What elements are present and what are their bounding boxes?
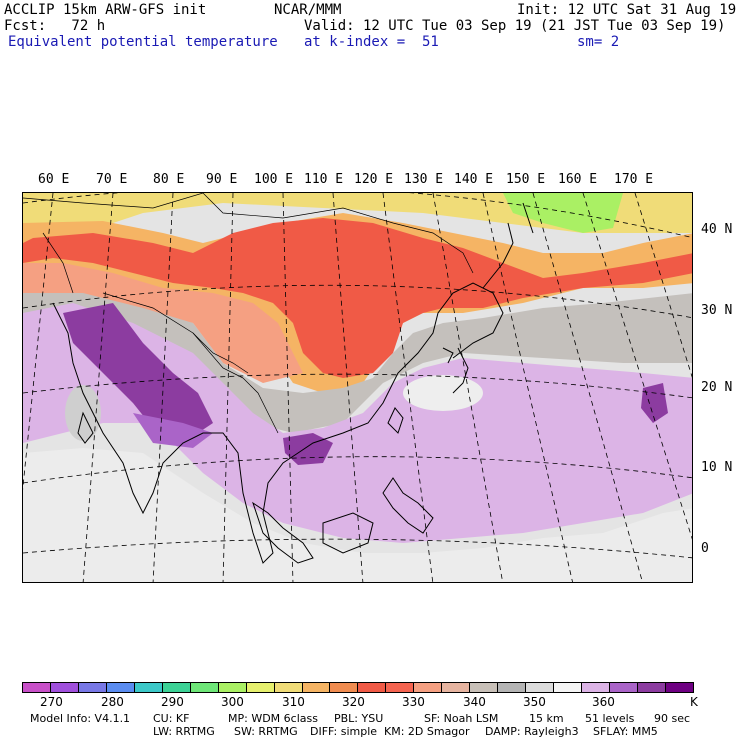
colorbar-label: 290 [161, 695, 184, 709]
header-forecast-hour: Fcst: 72 h [4, 18, 106, 34]
colorbar-swatch [23, 683, 51, 692]
header-smoothing: sm= 2 [577, 34, 620, 50]
field-band-350 [23, 293, 692, 433]
lon-label: 130 E [404, 172, 444, 187]
field-band-340 [23, 218, 692, 378]
colorbar-label: 360 [592, 695, 615, 709]
lon-label: 90 E [206, 172, 238, 187]
footer-model-info: Model Info: V4.1.1 [30, 712, 131, 725]
colorbar-label: 340 [463, 695, 486, 709]
footer-damp: DAMP: Rayleigh3 [485, 725, 579, 738]
colorbar-swatch [637, 683, 666, 692]
colorbar-label: 320 [342, 695, 365, 709]
colorbar-swatch [190, 683, 219, 692]
footer-mp: MP: WDM 6class [228, 712, 318, 725]
header-valid-time: Valid: 12 UTC Tue 03 Sep 19 (21 JST Tue … [304, 18, 726, 34]
map-panel [22, 192, 693, 583]
colorbar-swatch [78, 683, 107, 692]
footer-levels: 51 levels [585, 712, 635, 725]
colorbar-swatch [498, 683, 527, 692]
colorbar-label: 330 [402, 695, 425, 709]
footer-km: KM: 2D Smagor [384, 725, 470, 738]
colorbar-swatch [386, 683, 415, 692]
footer-resolution: 15 km [529, 712, 564, 725]
colorbar-swatch [330, 683, 359, 692]
colorbar-label: 300 [221, 695, 244, 709]
graticule [23, 193, 692, 582]
colorbar-swatch [218, 683, 247, 692]
field-blob [403, 375, 483, 411]
colorbar-swatch [50, 683, 79, 692]
colorbar-unit: K [690, 695, 698, 709]
lon-label: 140 E [454, 172, 494, 187]
colorbar-swatch [526, 683, 555, 692]
coastlines [52, 202, 534, 564]
colorbar-swatch [470, 683, 499, 692]
colorbar-swatch [162, 683, 191, 692]
lon-label: 150 E [506, 172, 546, 187]
field-band-355 [23, 448, 692, 582]
colorbar-swatch [582, 683, 611, 692]
header-level: at k-index = 51 [304, 34, 439, 50]
header-field-name: Equivalent potential temperature [8, 34, 278, 50]
field-band-362 [133, 413, 213, 448]
colorbar-label: 350 [523, 695, 546, 709]
field-band-365-pacific [641, 383, 668, 423]
colorbar-swatch [246, 683, 275, 692]
colorbar-swatch [414, 683, 443, 692]
colorbar-swatch [610, 683, 638, 692]
field-band-365-india [63, 303, 213, 443]
header-org: NCAR/MMM [274, 2, 342, 18]
colorbar-swatch [665, 683, 693, 692]
lon-label: 70 E [96, 172, 128, 187]
footer-pbl: PBL: YSU [334, 712, 384, 725]
lat-label: 40 N [701, 222, 733, 237]
header-model-title: ACCLIP 15km ARW-GFS init [4, 2, 207, 18]
colorbar-label: 310 [282, 695, 305, 709]
field-band-310 [503, 193, 623, 233]
colorbar-swatch [106, 683, 135, 692]
colorbar-label: 280 [101, 695, 124, 709]
lon-label: 160 E [558, 172, 598, 187]
footer-cu: CU: KF [153, 712, 190, 725]
theta-e-field [23, 193, 692, 582]
footer-lw: LW: RRTMG [153, 725, 215, 738]
footer-sw: SW: RRTMG [234, 725, 298, 738]
field-band-360 [23, 303, 692, 543]
lon-label: 120 E [354, 172, 394, 187]
header-init-time: Init: 12 UTC Sat 31 Aug 19 [517, 2, 737, 18]
lon-label: 100 E [254, 172, 294, 187]
footer-timestep: 90 sec [654, 712, 691, 725]
colorbar-swatch [274, 683, 303, 692]
lon-label: 80 E [153, 172, 185, 187]
footer-sflay: SFLAY: MM5 [593, 725, 658, 738]
lon-label: 110 E [304, 172, 344, 187]
colorbar-swatch [554, 683, 583, 692]
field-band-345 [23, 263, 303, 383]
colorbar-swatch [442, 683, 471, 692]
lon-label: 170 E [614, 172, 654, 187]
lon-label: 60 E [38, 172, 70, 187]
lat-label: 0 [701, 541, 709, 556]
lat-label: 30 N [701, 303, 733, 318]
country-borders [23, 193, 474, 434]
colorbar-label: 270 [40, 695, 63, 709]
colorbar-swatch [134, 683, 163, 692]
colorbar-swatch [302, 683, 331, 692]
footer-sf: SF: Noah LSM [424, 712, 499, 725]
lat-label: 20 N [701, 380, 733, 395]
footer-diff: DIFF: simple [310, 725, 378, 738]
colorbar-swatch [358, 683, 387, 692]
lat-label: 10 N [701, 460, 733, 475]
colorbar [22, 682, 694, 693]
